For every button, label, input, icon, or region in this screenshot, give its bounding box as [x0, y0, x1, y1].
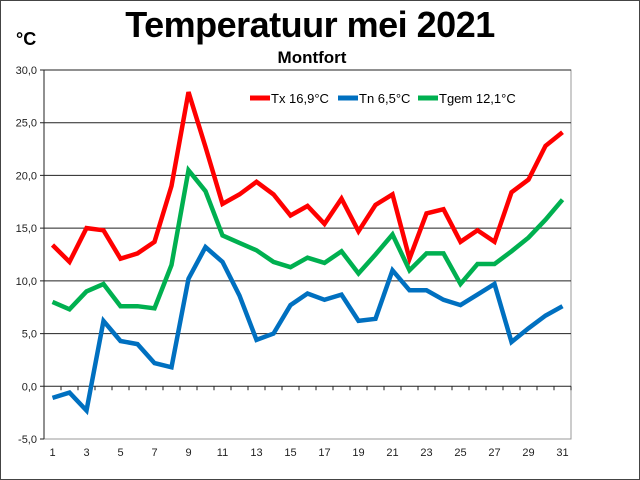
- y-tick-label: 20,0: [16, 170, 37, 182]
- x-tick-label: 21: [386, 447, 398, 459]
- x-tick-label: 7: [151, 447, 157, 459]
- x-tick-label: 11: [217, 447, 228, 459]
- y-tick-label: 10,0: [16, 276, 37, 288]
- x-tick-label: 27: [488, 447, 500, 459]
- x-tick-label: 5: [117, 447, 123, 459]
- plot-area: [43, 69, 572, 440]
- x-tick-label: 29: [522, 447, 534, 459]
- x-tick-label: 1: [49, 447, 55, 459]
- y-tick-label: 25,0: [16, 118, 37, 130]
- y-tick-label: 30,0: [16, 65, 37, 77]
- y-tick-label: 0,0: [22, 381, 37, 393]
- x-tick-label: 23: [420, 447, 432, 459]
- y-tick-label: 15,0: [16, 223, 37, 235]
- x-tick-label: 9: [185, 447, 191, 459]
- x-tick-label: 25: [454, 447, 466, 459]
- x-tick-label: 15: [284, 447, 296, 459]
- x-tick-label: 19: [352, 447, 364, 459]
- x-tick-label: 31: [556, 447, 568, 459]
- legend-label: Tx 16,9°C: [271, 91, 329, 106]
- y-axis-label: °C: [16, 29, 37, 49]
- chart-subtitle: Montfort: [277, 48, 347, 67]
- x-tick-label: 3: [83, 447, 89, 459]
- legend-label: Tgem 12,1°C: [439, 91, 516, 106]
- x-tick-label: 13: [250, 447, 262, 459]
- y-tick-label: -5,0: [18, 434, 37, 446]
- chart-title: Temperatuur mei 2021: [125, 4, 495, 45]
- legend-label: Tn 6,5°C: [359, 91, 410, 106]
- x-tick-label: 17: [318, 447, 330, 459]
- y-tick-label: 5,0: [22, 329, 37, 341]
